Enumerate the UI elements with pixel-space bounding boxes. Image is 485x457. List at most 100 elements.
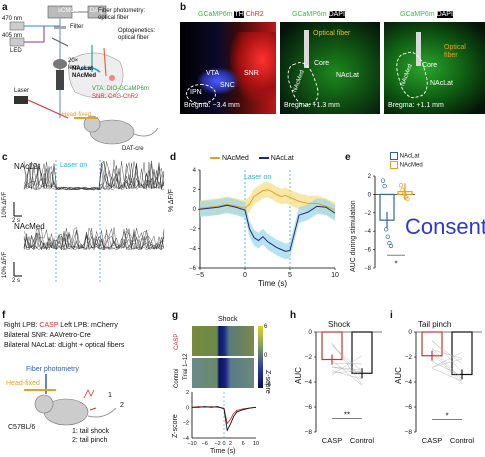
g-line-chart: −4−202−10 −6 −2 0 2 6 10 xyxy=(183,390,259,447)
c-traces-naclat xyxy=(23,159,165,191)
h-paired-line xyxy=(331,366,363,373)
g-cbar-mid: 0 xyxy=(264,353,268,359)
g-xtick-label: 6 xyxy=(242,441,245,447)
f-photometry-label: Fiber photometry xyxy=(26,366,79,373)
filter-element xyxy=(54,26,66,29)
h-ytick-label: −6 xyxy=(305,404,313,411)
d-ylabel: % ΔF/F xyxy=(168,189,175,212)
e-point-nacmed xyxy=(400,187,405,192)
i-ytick-label: 0 xyxy=(408,329,412,336)
c-scale-y-1: 10% ΔF/F xyxy=(2,191,8,218)
c-scale-y-2: 10% ΔF/F xyxy=(2,251,8,278)
h-sig-star: ** xyxy=(344,410,350,419)
d-xtick-label: 10 xyxy=(331,272,339,279)
d-legend-naclat: NAcLat xyxy=(270,155,294,162)
e-legend: NAcLat NAcMed xyxy=(390,152,423,169)
e-ytick-label: −4 xyxy=(364,229,372,235)
g-xtick-label: 10 xyxy=(253,441,259,447)
snc-label: SNC xyxy=(220,82,235,89)
d-sem-band-naclat xyxy=(200,197,335,260)
bregma-3: Bregma: +1.1 mm xyxy=(388,102,444,109)
laser-label: Laser xyxy=(14,88,30,94)
c-trace-plot xyxy=(13,159,165,282)
c-trace-naclat xyxy=(23,161,165,191)
bregma-2: Bregma: +1.3 mm xyxy=(284,102,340,109)
g-ytick-label: −4 xyxy=(183,436,189,442)
d-legend-nacmed: NAcMed xyxy=(221,155,249,162)
c-trace-naclat xyxy=(23,159,165,191)
i-paired-line xyxy=(431,361,463,377)
g-ytick-label: −2 xyxy=(183,421,189,427)
e-legend-naclat: NAcLat xyxy=(399,153,420,160)
c-laser-label: Laser on xyxy=(60,162,88,169)
lens-icon xyxy=(53,59,67,69)
f-n2: 2 xyxy=(120,402,124,409)
f-line3: Bilateral NAcLat: dLight + optical fiber… xyxy=(4,342,125,349)
h-ytick-label: −2 xyxy=(305,354,313,361)
e-point-nacmed xyxy=(402,191,407,196)
brain-schematic xyxy=(68,45,124,99)
c-trace-nacmed xyxy=(23,228,165,251)
e-point-nacmed xyxy=(405,196,410,202)
c-trace-naclat xyxy=(23,161,165,191)
panel-label-d: d xyxy=(170,152,177,163)
h-ytick-label: 0 xyxy=(308,329,312,336)
e-bar-chart: −8 −6 −4 −2 0 2 * xyxy=(364,174,415,272)
img2-title: GCaMP6m DAPI xyxy=(292,11,345,18)
e-point-naclat xyxy=(384,227,389,232)
d-legend: NAcMed NAcLat xyxy=(210,155,294,163)
e-point-nacmed xyxy=(398,183,404,188)
led-label: LED xyxy=(10,48,22,54)
vta-injection-label: VTA: DIO-GCaMP6m xyxy=(92,86,149,92)
panel-label-h: h xyxy=(290,310,297,321)
f-legend1: 1: tail shock xyxy=(72,428,109,435)
c-trace-nacmed xyxy=(23,228,165,251)
i-paired-line xyxy=(431,358,463,368)
c-trace-naclat xyxy=(23,160,165,191)
e-point-naclat xyxy=(388,243,394,249)
c-trace-nacmed xyxy=(23,227,165,251)
g-colorbar xyxy=(258,326,263,388)
e-point-naclat xyxy=(382,183,387,189)
img1-title: GCaMP6m TH ChR2 xyxy=(198,11,264,18)
f-n1: 1 xyxy=(108,392,112,399)
g-title: Shock xyxy=(218,316,238,323)
optogenetics-label: Optogenetics: optical fiber xyxy=(118,28,156,41)
g-cbar-top: 6 xyxy=(264,324,268,330)
c-scale-x-2: 2 s xyxy=(12,278,21,284)
h-bar-control xyxy=(351,331,373,374)
i-xtick-label: Control xyxy=(450,436,475,445)
panel-label-a: a xyxy=(2,2,8,13)
h-xtick-label: CASP xyxy=(322,436,342,445)
panel-label-e: e xyxy=(345,152,351,163)
naclat-label-1: NAcLat xyxy=(336,72,359,79)
c-nacmed-title: NAcMed xyxy=(14,222,45,231)
panel-label-c: c xyxy=(2,152,8,163)
i-ylabel: AUC xyxy=(394,367,403,384)
e-ytick-label: −2 xyxy=(364,211,372,217)
d-ytick-label: 4 xyxy=(193,168,197,174)
e-ylabel: AUC during stimulation xyxy=(350,200,357,272)
h-paired-line xyxy=(331,366,363,371)
i-bar-control xyxy=(451,331,473,376)
panel-label-f: f xyxy=(2,310,6,321)
i-paired-line xyxy=(431,341,463,364)
panel-label-i: i xyxy=(390,310,393,321)
core-label-1: Core xyxy=(314,60,330,67)
g-xtick-label: −6 xyxy=(202,441,208,447)
d-ytick-label: −2 xyxy=(189,227,197,233)
d-xlabel: Time (s) xyxy=(258,279,288,288)
g-series-casp xyxy=(191,406,257,425)
micrograph-nac-2: Optical fiber Core NAcMed NAcLat Bregma:… xyxy=(384,22,485,114)
e-ytick-label: −6 xyxy=(364,248,372,254)
lens-label: 20× lens xyxy=(68,58,80,71)
dat-cre-label: DAT-cre xyxy=(122,146,144,152)
mouse-icon xyxy=(74,115,159,145)
e-ytick-label: 0 xyxy=(368,192,372,198)
bregma-1: Bregma: −3.4 mm xyxy=(184,102,240,109)
ipn-label: IPN xyxy=(190,89,202,96)
h-ytick-label: −8 xyxy=(305,429,313,436)
d-laser-label: Laser on xyxy=(244,174,272,181)
h-xtick-label: Control xyxy=(350,436,375,445)
c-trace-nacmed xyxy=(23,227,165,251)
